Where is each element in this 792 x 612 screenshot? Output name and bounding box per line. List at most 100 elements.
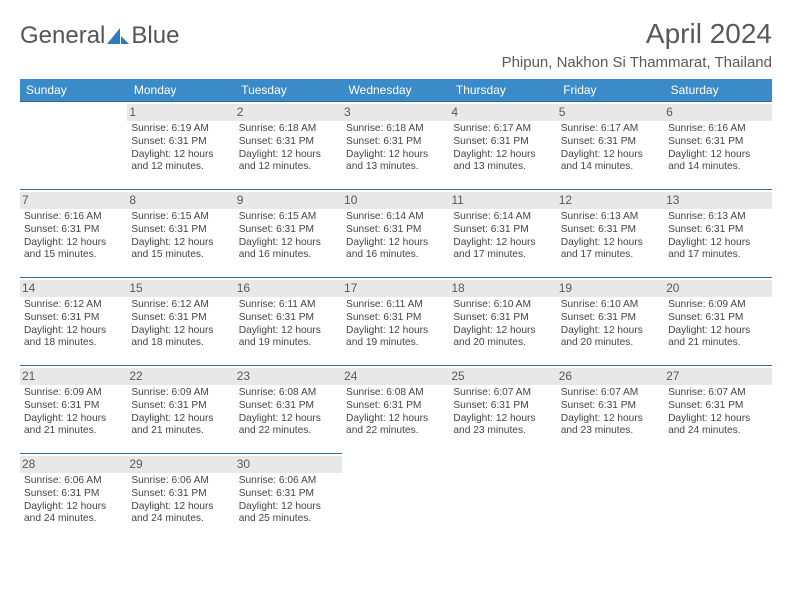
sunset-line: Sunset: 6:31 PM	[131, 224, 230, 237]
calendar-day-cell: 2Sunrise: 6:18 AMSunset: 6:31 PMDaylight…	[235, 102, 342, 190]
sunrise-line: Sunrise: 6:06 AM	[239, 475, 338, 488]
title-block: April 2024 Phipun, Nakhon Si Thammarat, …	[502, 18, 772, 71]
sunrise-line: Sunrise: 6:17 AM	[561, 123, 660, 136]
daylight-line: Daylight: 12 hours and 23 minutes.	[561, 413, 660, 439]
day-details: Sunrise: 6:09 AMSunset: 6:31 PMDaylight:…	[24, 387, 123, 438]
calendar-day-cell: 26Sunrise: 6:07 AMSunset: 6:31 PMDayligh…	[557, 366, 664, 454]
day-number: 14	[20, 280, 127, 297]
day-number: 1	[127, 104, 234, 121]
weekday-header: Friday	[557, 79, 664, 102]
day-details: Sunrise: 6:08 AMSunset: 6:31 PMDaylight:…	[239, 387, 338, 438]
calendar-week-row: 21Sunrise: 6:09 AMSunset: 6:31 PMDayligh…	[20, 366, 772, 454]
sunrise-line: Sunrise: 6:12 AM	[131, 299, 230, 312]
sunrise-line: Sunrise: 6:15 AM	[239, 211, 338, 224]
sunset-line: Sunset: 6:31 PM	[668, 312, 767, 325]
day-details: Sunrise: 6:11 AMSunset: 6:31 PMDaylight:…	[346, 299, 445, 350]
daylight-line: Daylight: 12 hours and 14 minutes.	[561, 149, 660, 175]
calendar-day-cell: 9Sunrise: 6:15 AMSunset: 6:31 PMDaylight…	[235, 190, 342, 278]
daylight-line: Daylight: 12 hours and 12 minutes.	[239, 149, 338, 175]
day-number: 3	[342, 104, 449, 121]
sunset-line: Sunset: 6:31 PM	[668, 400, 767, 413]
calendar-week-row: 1 Sunrise: 6:19 AMSunset: 6:31 PMDaylight…	[20, 102, 772, 190]
calendar-day-cell	[557, 454, 664, 533]
calendar-week-row: 14Sunrise: 6:12 AMSunset: 6:31 PMDayligh…	[20, 278, 772, 366]
sunrise-line: Sunrise: 6:11 AM	[239, 299, 338, 312]
day-details: Sunrise: 6:07 AMSunset: 6:31 PMDaylight:…	[453, 387, 552, 438]
weekday-header: Sunday	[20, 79, 127, 102]
calendar-day-cell: 11Sunrise: 6:14 AMSunset: 6:31 PMDayligh…	[449, 190, 556, 278]
sunset-line: Sunset: 6:31 PM	[239, 136, 338, 149]
sunrise-line: Sunrise: 6:10 AM	[561, 299, 660, 312]
weekday-header: Thursday	[449, 79, 556, 102]
calendar-day-cell: 28Sunrise: 6:06 AMSunset: 6:31 PMDayligh…	[20, 454, 127, 533]
day-number: 25	[449, 368, 556, 385]
daylight-line: Daylight: 12 hours and 17 minutes.	[453, 237, 552, 263]
sunrise-line: Sunrise: 6:18 AM	[239, 123, 338, 136]
sunrise-line: Sunrise: 6:07 AM	[668, 387, 767, 400]
sunrise-line: Sunrise: 6:14 AM	[453, 211, 552, 224]
day-details: Sunrise: 6:12 AMSunset: 6:31 PMDaylight:…	[131, 299, 230, 350]
sunrise-line: Sunrise: 6:16 AM	[668, 123, 767, 136]
day-number: 7	[20, 192, 127, 209]
sunrise-line: Sunrise: 6:09 AM	[131, 387, 230, 400]
calendar-week-row: 7Sunrise: 6:16 AMSunset: 6:31 PMDaylight…	[20, 190, 772, 278]
calendar-day-cell: 16Sunrise: 6:11 AMSunset: 6:31 PMDayligh…	[235, 278, 342, 366]
calendar-day-cell	[449, 454, 556, 533]
sunrise-line: Sunrise: 6:08 AM	[346, 387, 445, 400]
sunset-line: Sunset: 6:31 PM	[131, 312, 230, 325]
daylight-line: Daylight: 12 hours and 25 minutes.	[239, 501, 338, 527]
weekday-header: Tuesday	[235, 79, 342, 102]
daylight-line: Daylight: 12 hours and 16 minutes.	[346, 237, 445, 263]
calendar-day-cell: 7Sunrise: 6:16 AMSunset: 6:31 PMDaylight…	[20, 190, 127, 278]
day-details: Sunrise: 6:14 AMSunset: 6:31 PMDaylight:…	[453, 211, 552, 262]
calendar-day-cell: 29 Sunrise: 6:06 AMSunset: 6:31 PMDayligh…	[127, 454, 234, 533]
day-number: 10	[342, 192, 449, 209]
location: Phipun, Nakhon Si Thammarat, Thailand	[502, 54, 772, 71]
sunset-line: Sunset: 6:31 PM	[453, 400, 552, 413]
day-details: Sunrise: 6:18 AMSunset: 6:31 PMDaylight:…	[239, 123, 338, 174]
sunrise-line: Sunrise: 6:15 AM	[131, 211, 230, 224]
sunrise-line: Sunrise: 6:13 AM	[561, 211, 660, 224]
sunrise-line: Sunrise: 6:07 AM	[453, 387, 552, 400]
day-details: Sunrise: 6:06 AMSunset: 6:31 PMDaylight:…	[131, 475, 230, 526]
calendar-table: Sunday Monday Tuesday Wednesday Thursday…	[20, 79, 772, 532]
day-number: 29	[127, 456, 234, 473]
daylight-line: Daylight: 12 hours and 15 minutes.	[131, 237, 230, 263]
brand-word1: General	[20, 22, 105, 50]
calendar-day-cell: 5Sunrise: 6:17 AMSunset: 6:31 PMDaylight…	[557, 102, 664, 190]
calendar-day-cell: 30Sunrise: 6:06 AMSunset: 6:31 PMDayligh…	[235, 454, 342, 533]
day-details: Sunrise: 6:10 AMSunset: 6:31 PMDaylight:…	[453, 299, 552, 350]
calendar-day-cell	[342, 454, 449, 533]
daylight-line: Daylight: 12 hours and 14 minutes.	[668, 149, 767, 175]
calendar-day-cell: 8Sunrise: 6:15 AMSunset: 6:31 PMDaylight…	[127, 190, 234, 278]
calendar-day-cell: 1 Sunrise: 6:19 AMSunset: 6:31 PMDaylight…	[127, 102, 234, 190]
daylight-line: Daylight: 12 hours and 24 minutes.	[24, 501, 123, 527]
calendar-day-cell: 22Sunrise: 6:09 AMSunset: 6:31 PMDayligh…	[127, 366, 234, 454]
calendar-day-cell: 23 Sunrise: 6:08 AMSunset: 6:31 PMDayligh…	[235, 366, 342, 454]
sunset-line: Sunset: 6:31 PM	[24, 312, 123, 325]
calendar-day-cell: 15Sunrise: 6:12 AMSunset: 6:31 PMDayligh…	[127, 278, 234, 366]
daylight-line: Daylight: 12 hours and 16 minutes.	[239, 237, 338, 263]
day-number: 26	[557, 368, 664, 385]
day-number: 19	[557, 280, 664, 297]
daylight-line: Daylight: 12 hours and 18 minutes.	[131, 325, 230, 351]
calendar-day-cell: 14Sunrise: 6:12 AMSunset: 6:31 PMDayligh…	[20, 278, 127, 366]
calendar-day-cell: 13Sunrise: 6:13 AMSunset: 6:31 PMDayligh…	[664, 190, 771, 278]
sunrise-line: Sunrise: 6:16 AM	[24, 211, 123, 224]
calendar-day-cell: 20Sunrise: 6:09 AMSunset: 6:31 PMDayligh…	[664, 278, 771, 366]
day-details: Sunrise: 6:06 AMSunset: 6:31 PMDaylight:…	[239, 475, 338, 526]
calendar-day-cell: 12Sunrise: 6:13 AMSunset: 6:31 PMDayligh…	[557, 190, 664, 278]
calendar-day-cell: 25 Sunrise: 6:07 AMSunset: 6:31 PMDayligh…	[449, 366, 556, 454]
logo-sail-icon	[107, 27, 129, 45]
sunrise-line: Sunrise: 6:13 AM	[668, 211, 767, 224]
calendar-day-cell: 3Sunrise: 6:18 AMSunset: 6:31 PMDaylight…	[342, 102, 449, 190]
sunset-line: Sunset: 6:31 PM	[131, 488, 230, 501]
sunset-line: Sunset: 6:31 PM	[24, 224, 123, 237]
month-title: April 2024	[502, 18, 772, 50]
day-number: 23	[235, 368, 342, 385]
sunrise-line: Sunrise: 6:10 AM	[453, 299, 552, 312]
day-details: Sunrise: 6:19 AMSunset: 6:31 PMDaylight:…	[131, 123, 230, 174]
day-number: 12	[557, 192, 664, 209]
day-details: Sunrise: 6:15 AMSunset: 6:31 PMDaylight:…	[131, 211, 230, 262]
day-number: 4	[449, 104, 556, 121]
